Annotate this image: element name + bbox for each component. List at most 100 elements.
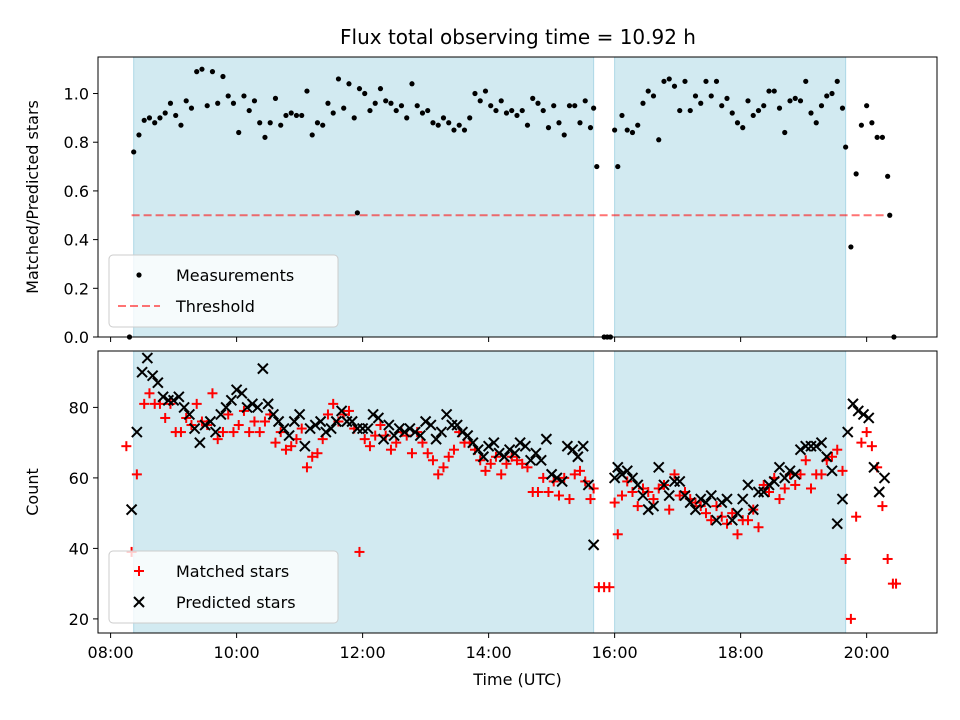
- x-b: [577, 440, 589, 452]
- measurement-point: [503, 110, 510, 116]
- x-b: [246, 398, 259, 410]
- predicted-stars-point: [146, 369, 159, 382]
- predicted-stars-point: [679, 489, 691, 502]
- predicted-stars-point: [199, 419, 211, 431]
- x-b: [566, 443, 579, 456]
- predicted-stars-point: [493, 447, 505, 459]
- predicted-stars-point: [535, 454, 547, 466]
- predicted-stars-point: [299, 440, 311, 452]
- predicted-stars-point: [674, 475, 686, 488]
- predicted-stars-point: [616, 468, 628, 481]
- measurement-point: [615, 163, 621, 170]
- predicted-stars-point: [446, 419, 458, 431]
- predicted-stars-point: [330, 415, 343, 428]
- measurement-point: [734, 120, 741, 126]
- measurement-point: [362, 90, 368, 97]
- x-b: [514, 436, 526, 449]
- x-b: [257, 362, 269, 375]
- x-b: [152, 377, 164, 389]
- measurement-point: [848, 244, 854, 250]
- x-b: [878, 472, 891, 484]
- matched-stars-point: [616, 490, 627, 501]
- x-b: [388, 429, 400, 442]
- x-b: [293, 408, 306, 421]
- measurement-point: [472, 90, 478, 97]
- x-b: [320, 426, 332, 438]
- lower-panel-counts: 20 40 60 80 08:00 10:00 12:00 14:00 16:00 18:00 20…: [23, 350, 938, 689]
- x-b: [167, 394, 180, 407]
- measurement-point: [708, 93, 714, 99]
- matched-stars-point: [139, 398, 150, 409]
- measurement-point: [514, 112, 520, 119]
- predicted-stars-point: [341, 415, 353, 428]
- x-b: [608, 472, 621, 484]
- predicted-stars-point: [183, 408, 196, 421]
- measurement-point: [309, 132, 315, 138]
- measurement-point: [713, 78, 720, 84]
- x-b: [278, 422, 290, 435]
- predicted-stars-point: [430, 433, 442, 445]
- predicted-stars-point: [477, 451, 490, 463]
- x-b: [524, 454, 537, 466]
- legend-marker-measurements: [136, 272, 142, 278]
- predicted-stars-point: [863, 412, 875, 424]
- series-predicted-stars: [125, 352, 891, 551]
- matched-stars-point: [758, 479, 769, 490]
- measurement-point: [167, 100, 174, 106]
- x-b: [535, 454, 547, 466]
- matched-stars-point: [845, 613, 856, 624]
- matched-stars-point: [427, 455, 438, 466]
- measurement-point: [262, 134, 268, 140]
- x-b: [404, 422, 416, 435]
- matched-stars-point: [742, 515, 753, 526]
- measurement-point: [325, 100, 331, 106]
- measurement-point: [157, 115, 163, 121]
- predicted-stars-point: [362, 422, 374, 435]
- predicted-stars-point: [873, 486, 885, 498]
- measurement-point: [545, 125, 552, 131]
- measurement-point: [719, 103, 725, 109]
- predicted-stars-point: [131, 426, 143, 438]
- matched-stars-point: [391, 437, 402, 448]
- measurement-point: [152, 120, 158, 126]
- x-b: [440, 408, 453, 421]
- x-b: [435, 426, 448, 438]
- matched-stars-point: [175, 427, 186, 438]
- predicted-stars-point: [377, 433, 390, 445]
- measurement-point: [803, 78, 809, 84]
- observing-window-2: [614, 56, 847, 338]
- measurement-point: [272, 95, 279, 101]
- measurement-point: [745, 98, 751, 104]
- matched-stars-point: [249, 416, 260, 427]
- measurement-point: [635, 122, 641, 128]
- measurement-point: [461, 127, 468, 133]
- x-b: [852, 405, 864, 417]
- measurement-point: [687, 107, 693, 114]
- x-b: [758, 486, 770, 498]
- measurement-point: [824, 93, 830, 99]
- predicted-stars-point: [842, 426, 854, 438]
- series-matched-stars: [121, 388, 902, 624]
- predicted-stars-point: [388, 429, 400, 442]
- measurement-point: [131, 149, 137, 155]
- measurement-point: [146, 115, 153, 121]
- matched-stars-point: [259, 416, 270, 427]
- x-b: [131, 426, 143, 438]
- measurement-point: [858, 122, 864, 128]
- x-b: [309, 419, 322, 431]
- matched-stars-point: [774, 494, 785, 505]
- x-b: [461, 429, 474, 442]
- measurement-point: [204, 103, 210, 109]
- matched-stars-point: [496, 469, 507, 480]
- predicted-stars-point: [320, 426, 332, 438]
- measurement-point: [209, 69, 216, 75]
- measurement-point: [409, 81, 415, 87]
- predicted-stars-point: [498, 451, 511, 463]
- x-b: [383, 419, 395, 431]
- x-b: [721, 493, 733, 505]
- predicted-stars-point: [747, 503, 759, 516]
- x-b: [642, 503, 654, 516]
- measurement-point: [241, 93, 247, 99]
- matched-stars-point: [585, 494, 596, 505]
- predicted-stars-point: [398, 426, 411, 438]
